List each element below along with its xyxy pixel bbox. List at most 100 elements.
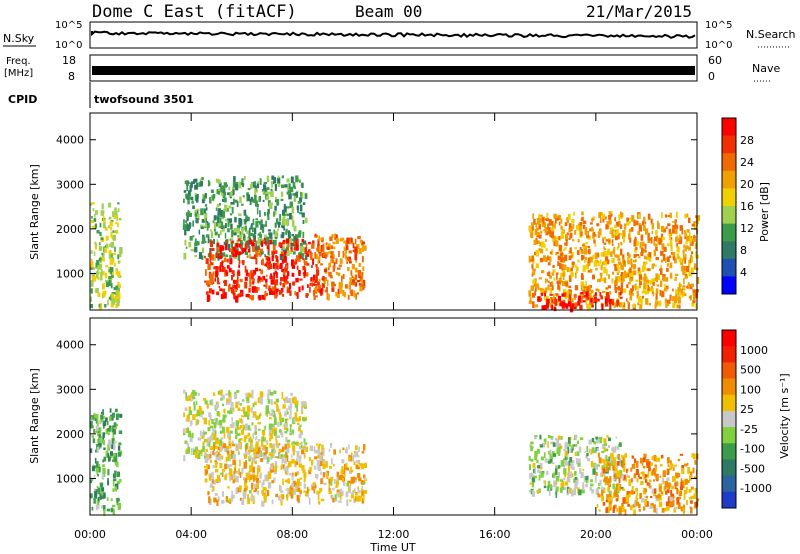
- power-cell: [608, 274, 610, 279]
- power-cell: [227, 228, 230, 233]
- velocity-cell: [281, 417, 285, 422]
- power-cell: [103, 219, 106, 224]
- velocity-cell: [267, 472, 272, 479]
- power-cell: [267, 257, 271, 262]
- power-cell: [251, 281, 255, 285]
- power-cell: [283, 227, 286, 231]
- velocity-cell: [284, 457, 287, 464]
- velocity-cell: [303, 483, 306, 489]
- power-cell: [249, 198, 252, 205]
- velocity-cell: [229, 430, 233, 434]
- power-cell: [291, 272, 295, 277]
- velocity-cell: [635, 469, 639, 475]
- velocity-cell: [604, 448, 609, 452]
- power-cell: [250, 272, 254, 279]
- power-cell: [343, 246, 346, 252]
- power-cell: [618, 232, 622, 236]
- velocity-cell: [322, 463, 326, 469]
- power-cell: [561, 305, 564, 309]
- power-cell: [608, 214, 612, 220]
- velocity-cell: [555, 465, 557, 471]
- velocity-cell: [567, 477, 571, 483]
- power-cell: [194, 212, 198, 217]
- power-cell: [216, 266, 219, 269]
- velocity-cell: [226, 400, 229, 403]
- velocity-cell: [286, 411, 289, 415]
- velocity-cell: [317, 493, 320, 501]
- power-cell: [285, 276, 288, 284]
- power-cell: [536, 240, 540, 244]
- power-cell: [296, 265, 299, 271]
- power-cell: [654, 301, 658, 307]
- power-cell: [246, 255, 249, 258]
- power-cell: [269, 275, 273, 280]
- power-cell: [596, 252, 600, 258]
- velocity-heatmap: [90, 389, 700, 516]
- power-cell: [586, 297, 590, 300]
- velocity-cell: [550, 437, 554, 440]
- power-cell: [185, 212, 189, 217]
- power-cell: [665, 277, 669, 282]
- velocity-cell: [110, 426, 113, 432]
- power-cell: [605, 287, 608, 290]
- power-cell: [104, 304, 107, 308]
- power-cell: [307, 253, 310, 257]
- velocity-cell: [292, 445, 295, 452]
- velocity-cell: [694, 501, 698, 507]
- velocity-colorbar-swatch: [722, 378, 736, 396]
- power-cell: [569, 232, 573, 239]
- velocity-cell: [264, 491, 267, 497]
- power-cell: [661, 245, 664, 250]
- power-cell: [285, 264, 288, 268]
- velocity-cell: [289, 433, 292, 436]
- power-cell: [668, 233, 671, 241]
- power-cell: [637, 302, 640, 306]
- velocity-cell: [538, 488, 541, 493]
- velocity-cell: [561, 461, 564, 465]
- power-cell: [305, 255, 308, 260]
- power-cell: [198, 182, 201, 187]
- velocity-cell: [590, 483, 594, 487]
- velocity-cell: [246, 412, 250, 416]
- velocity-cell: [684, 478, 688, 485]
- power-cell: [317, 281, 320, 286]
- power-cell: [93, 251, 96, 256]
- power-cell: [552, 298, 556, 303]
- power-cell: [584, 227, 588, 234]
- velocity-cell: [644, 496, 646, 499]
- power-cell: [287, 244, 289, 251]
- power-cell: [644, 255, 646, 259]
- velocity-cell: [666, 507, 670, 511]
- power-cell: [678, 289, 682, 296]
- velocity-cell: [202, 445, 205, 452]
- velocity-cell: [278, 443, 281, 446]
- velocity-cell: [270, 465, 274, 470]
- power-cell: [288, 236, 292, 239]
- power-cell: [288, 194, 292, 199]
- velocity-cell: [232, 479, 235, 484]
- velocity-cell: [187, 447, 190, 452]
- power-cell: [349, 277, 352, 282]
- power-cell: [244, 276, 248, 281]
- velocity-cell: [322, 460, 326, 464]
- power-cell: [286, 178, 290, 183]
- velocity-cell: [674, 506, 678, 510]
- power-cell: [213, 222, 216, 229]
- power-cell: [206, 207, 208, 211]
- velocity-cell: [254, 453, 257, 457]
- velocity-cell: [690, 486, 694, 490]
- velocity-cell: [625, 495, 630, 502]
- power-cell: [259, 221, 262, 225]
- velocity-cell: [316, 491, 318, 495]
- nsky-trace: [91, 30, 696, 39]
- velocity-cell: [299, 458, 302, 463]
- power-cell: [299, 212, 302, 215]
- power-cell: [565, 303, 569, 309]
- power-cell: [254, 286, 258, 293]
- power-cell: [580, 231, 583, 237]
- power-cell: [268, 261, 271, 266]
- power-cell: [619, 296, 623, 299]
- power-cell: [537, 298, 541, 302]
- power-cell: [656, 284, 660, 287]
- power-cell: [541, 220, 545, 227]
